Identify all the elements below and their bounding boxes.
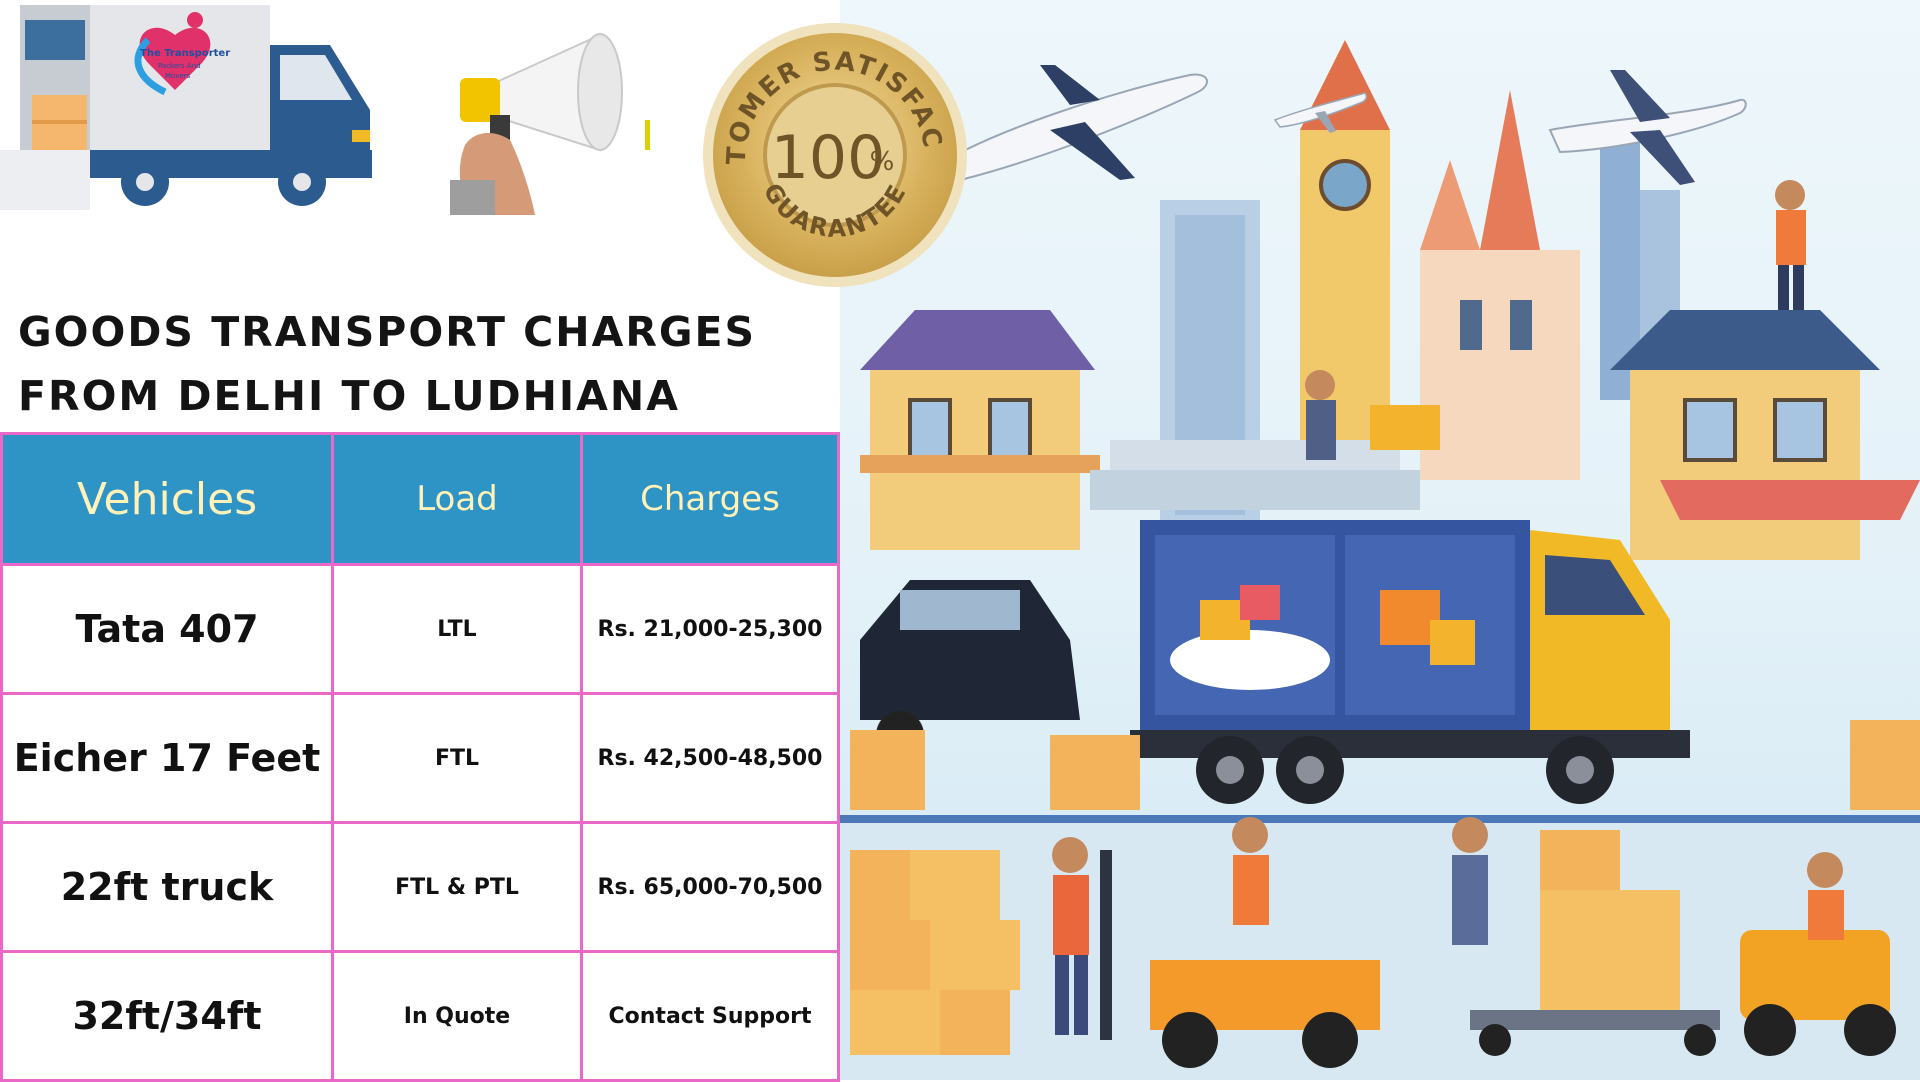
table-row: 32ft/34ft In Quote Contact Support (0, 950, 840, 1082)
header-load: Load (331, 432, 583, 566)
page-title: GOODS TRANSPORT CHARGES FROM DELHI TO LU… (18, 300, 818, 428)
charges-cell: Contact Support (580, 950, 840, 1082)
guarantee-seal-icon: CUSTOMER SATISFACTION GUARANTEE 100 % (700, 20, 967, 287)
load-cell: In Quote (331, 950, 583, 1082)
load-cell: FTL & PTL (331, 821, 583, 953)
table-row: Tata 407 LTL Rs. 21,000-25,300 (0, 563, 840, 695)
airplane-icon (1548, 70, 1747, 185)
transport-charges-table: Vehicles Load Charges Tata 407 LTL Rs. 2… (0, 432, 840, 1082)
title-line-1: GOODS TRANSPORT CHARGES (18, 308, 757, 356)
vehicle-cell: 22ft truck (0, 821, 334, 953)
airplane-icon (1273, 92, 1368, 133)
charges-cell: Rs. 42,500-48,500 (580, 692, 840, 824)
logistics-illustration (840, 0, 1920, 1080)
header-charges: Charges (580, 432, 840, 566)
megaphone-icon (450, 33, 650, 215)
table-header-row: Vehicles Load Charges (0, 432, 840, 566)
table-row: Eicher 17 Feet FTL Rs. 42,500-48,500 (0, 692, 840, 824)
left-panel: The Transporter Packers And Movers GOODS… (0, 0, 840, 1082)
svg-text:The Transporter: The Transporter (140, 48, 230, 59)
vehicle-cell: Tata 407 (0, 563, 334, 695)
header-vehicles: Vehicles (0, 432, 334, 566)
seal-number: 100 (771, 123, 886, 193)
vehicle-cell: 32ft/34ft (0, 950, 334, 1082)
svg-text:Movers: Movers (165, 72, 191, 80)
svg-text:Packers And: Packers And (158, 62, 201, 70)
delivery-truck-icon: The Transporter Packers And Movers (0, 5, 372, 210)
vehicle-cell: Eicher 17 Feet (0, 692, 334, 824)
title-line-2: FROM DELHI TO LUDHIANA (18, 372, 680, 420)
table-row: 22ft truck FTL & PTL Rs. 65,000-70,500 (0, 821, 840, 953)
load-cell: LTL (331, 563, 583, 695)
charges-cell: Rs. 65,000-70,500 (580, 821, 840, 953)
company-logo: The Transporter Packers And Movers (134, 12, 230, 96)
seal-percent: % (870, 147, 895, 177)
city-scene (840, 40, 1920, 1080)
load-cell: FTL (331, 692, 583, 824)
charges-cell: Rs. 21,000-25,300 (580, 563, 840, 695)
